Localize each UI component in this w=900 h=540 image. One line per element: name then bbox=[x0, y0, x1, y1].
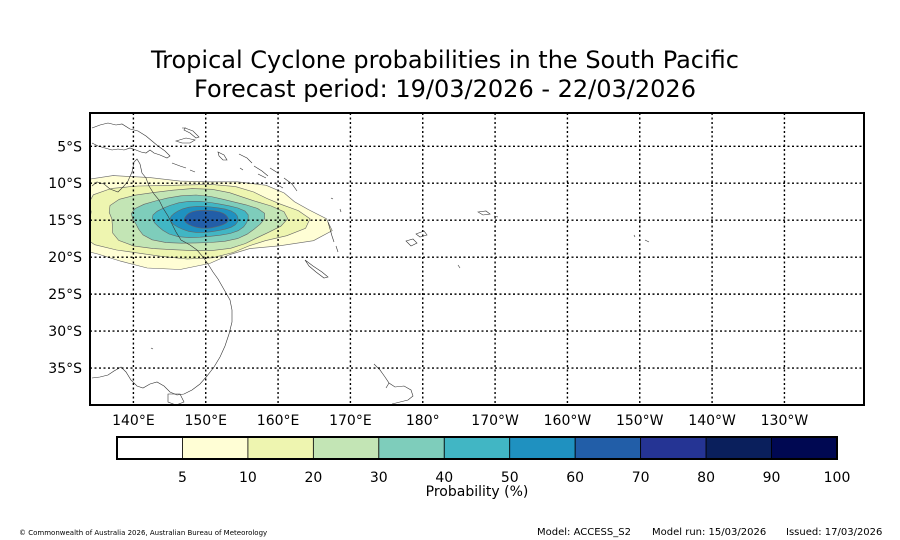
coastline-new-ireland bbox=[183, 127, 200, 139]
probability-contour-60 bbox=[184, 210, 229, 229]
x-tick-label: 160°E bbox=[257, 413, 300, 429]
colorbar-segment bbox=[705, 436, 772, 460]
x-tick-label: 160°W bbox=[544, 413, 592, 429]
colorbar-tick-label: 10 bbox=[239, 470, 257, 486]
colorbar-tick-label: 20 bbox=[304, 470, 322, 486]
colorbar-tick-label: 5 bbox=[178, 470, 187, 486]
x-tick-label: 150°W bbox=[616, 413, 664, 429]
colorbar-tick-label: 90 bbox=[763, 470, 781, 486]
chart-title: Tropical Cyclone probabilities in the So… bbox=[151, 46, 739, 74]
coastline-fiji bbox=[405, 230, 428, 247]
y-tick-label: 5°S bbox=[57, 139, 82, 155]
coastline-new-britain bbox=[175, 137, 196, 144]
y-tick-label: 30°S bbox=[48, 324, 82, 340]
coastline-small-islands bbox=[150, 127, 650, 350]
model-run: Model run: 15/03/2026 bbox=[652, 527, 767, 538]
y-tick-label: 15°S bbox=[48, 213, 82, 229]
x-tick-label: 180° bbox=[406, 413, 440, 429]
x-tick-label: 170°E bbox=[329, 413, 372, 429]
colorbar-tick-label: 50 bbox=[501, 470, 519, 486]
x-tick-label: 150°E bbox=[184, 413, 227, 429]
coastline-new-caledonia bbox=[304, 259, 329, 279]
issued-date: Issued: 17/03/2026 bbox=[786, 527, 883, 538]
coastlines bbox=[91, 122, 650, 405]
x-tick-label: 140°W bbox=[688, 413, 736, 429]
x-tick-label: 170°W bbox=[471, 413, 519, 429]
coastline-solomons bbox=[238, 153, 298, 192]
coastline-australia bbox=[91, 158, 233, 396]
colorbar-tick-label: 40 bbox=[435, 470, 453, 486]
colorbar-segment bbox=[312, 436, 380, 460]
coastline-tasmania bbox=[167, 393, 185, 405]
y-axis-ticks: 5°S 10°S 15°S 20°S 25°S 30°S 35°S bbox=[48, 139, 82, 377]
colorbar-label: Probability (%) bbox=[426, 484, 529, 500]
colorbar-segment bbox=[378, 436, 445, 460]
colorbar-tick-label: 100 bbox=[824, 470, 851, 486]
x-tick-label: 130°W bbox=[761, 413, 809, 429]
coastline-louisiade bbox=[171, 162, 196, 173]
colorbar-tick-label: 70 bbox=[632, 470, 650, 486]
colorbar-segment bbox=[443, 436, 511, 460]
colorbar-segment bbox=[509, 436, 576, 460]
coastline-new-guinea bbox=[91, 122, 171, 159]
y-tick-label: 25°S bbox=[48, 287, 82, 303]
model-name: Model: ACCESS_S2 bbox=[537, 527, 631, 538]
y-tick-label: 10°S bbox=[48, 176, 82, 192]
map-frame bbox=[89, 112, 865, 406]
colorbar-segment bbox=[574, 436, 642, 460]
colorbar-segment bbox=[640, 436, 707, 460]
coastline-new-zealand bbox=[373, 363, 414, 405]
colorbar: 5 10 20 30 40 50 60 70 80 90 100 bbox=[116, 436, 851, 486]
colorbar-tick-label: 30 bbox=[370, 470, 388, 486]
y-tick-label: 35°S bbox=[48, 361, 82, 377]
gridlines bbox=[90, 113, 864, 405]
copyright-text: © Commonwealth of Australia 2026, Austra… bbox=[19, 529, 268, 537]
coastline-tonga bbox=[457, 264, 461, 269]
colorbar-segment bbox=[182, 436, 249, 460]
y-tick-label: 20°S bbox=[48, 250, 82, 266]
coastline-bougainville bbox=[217, 151, 228, 161]
colorbar-frame bbox=[116, 436, 838, 460]
coastline-samoa bbox=[477, 210, 499, 218]
x-axis-ticks: 140°E 150°E 160°E 170°E 180° 170°W 160°W 150°W 1… bbox=[112, 413, 808, 429]
coastline-vanuatu bbox=[327, 221, 339, 253]
colorbar-segment bbox=[247, 436, 314, 460]
colorbar-tick-label: 60 bbox=[566, 470, 584, 486]
x-tick-label: 140°E bbox=[112, 413, 155, 429]
chart-subtitle: Forecast period: 19/03/2026 - 22/03/2026 bbox=[194, 75, 696, 103]
colorbar-segment bbox=[771, 436, 838, 460]
colorbar-tick-label: 80 bbox=[697, 470, 715, 486]
colorbar-segment bbox=[116, 436, 183, 460]
